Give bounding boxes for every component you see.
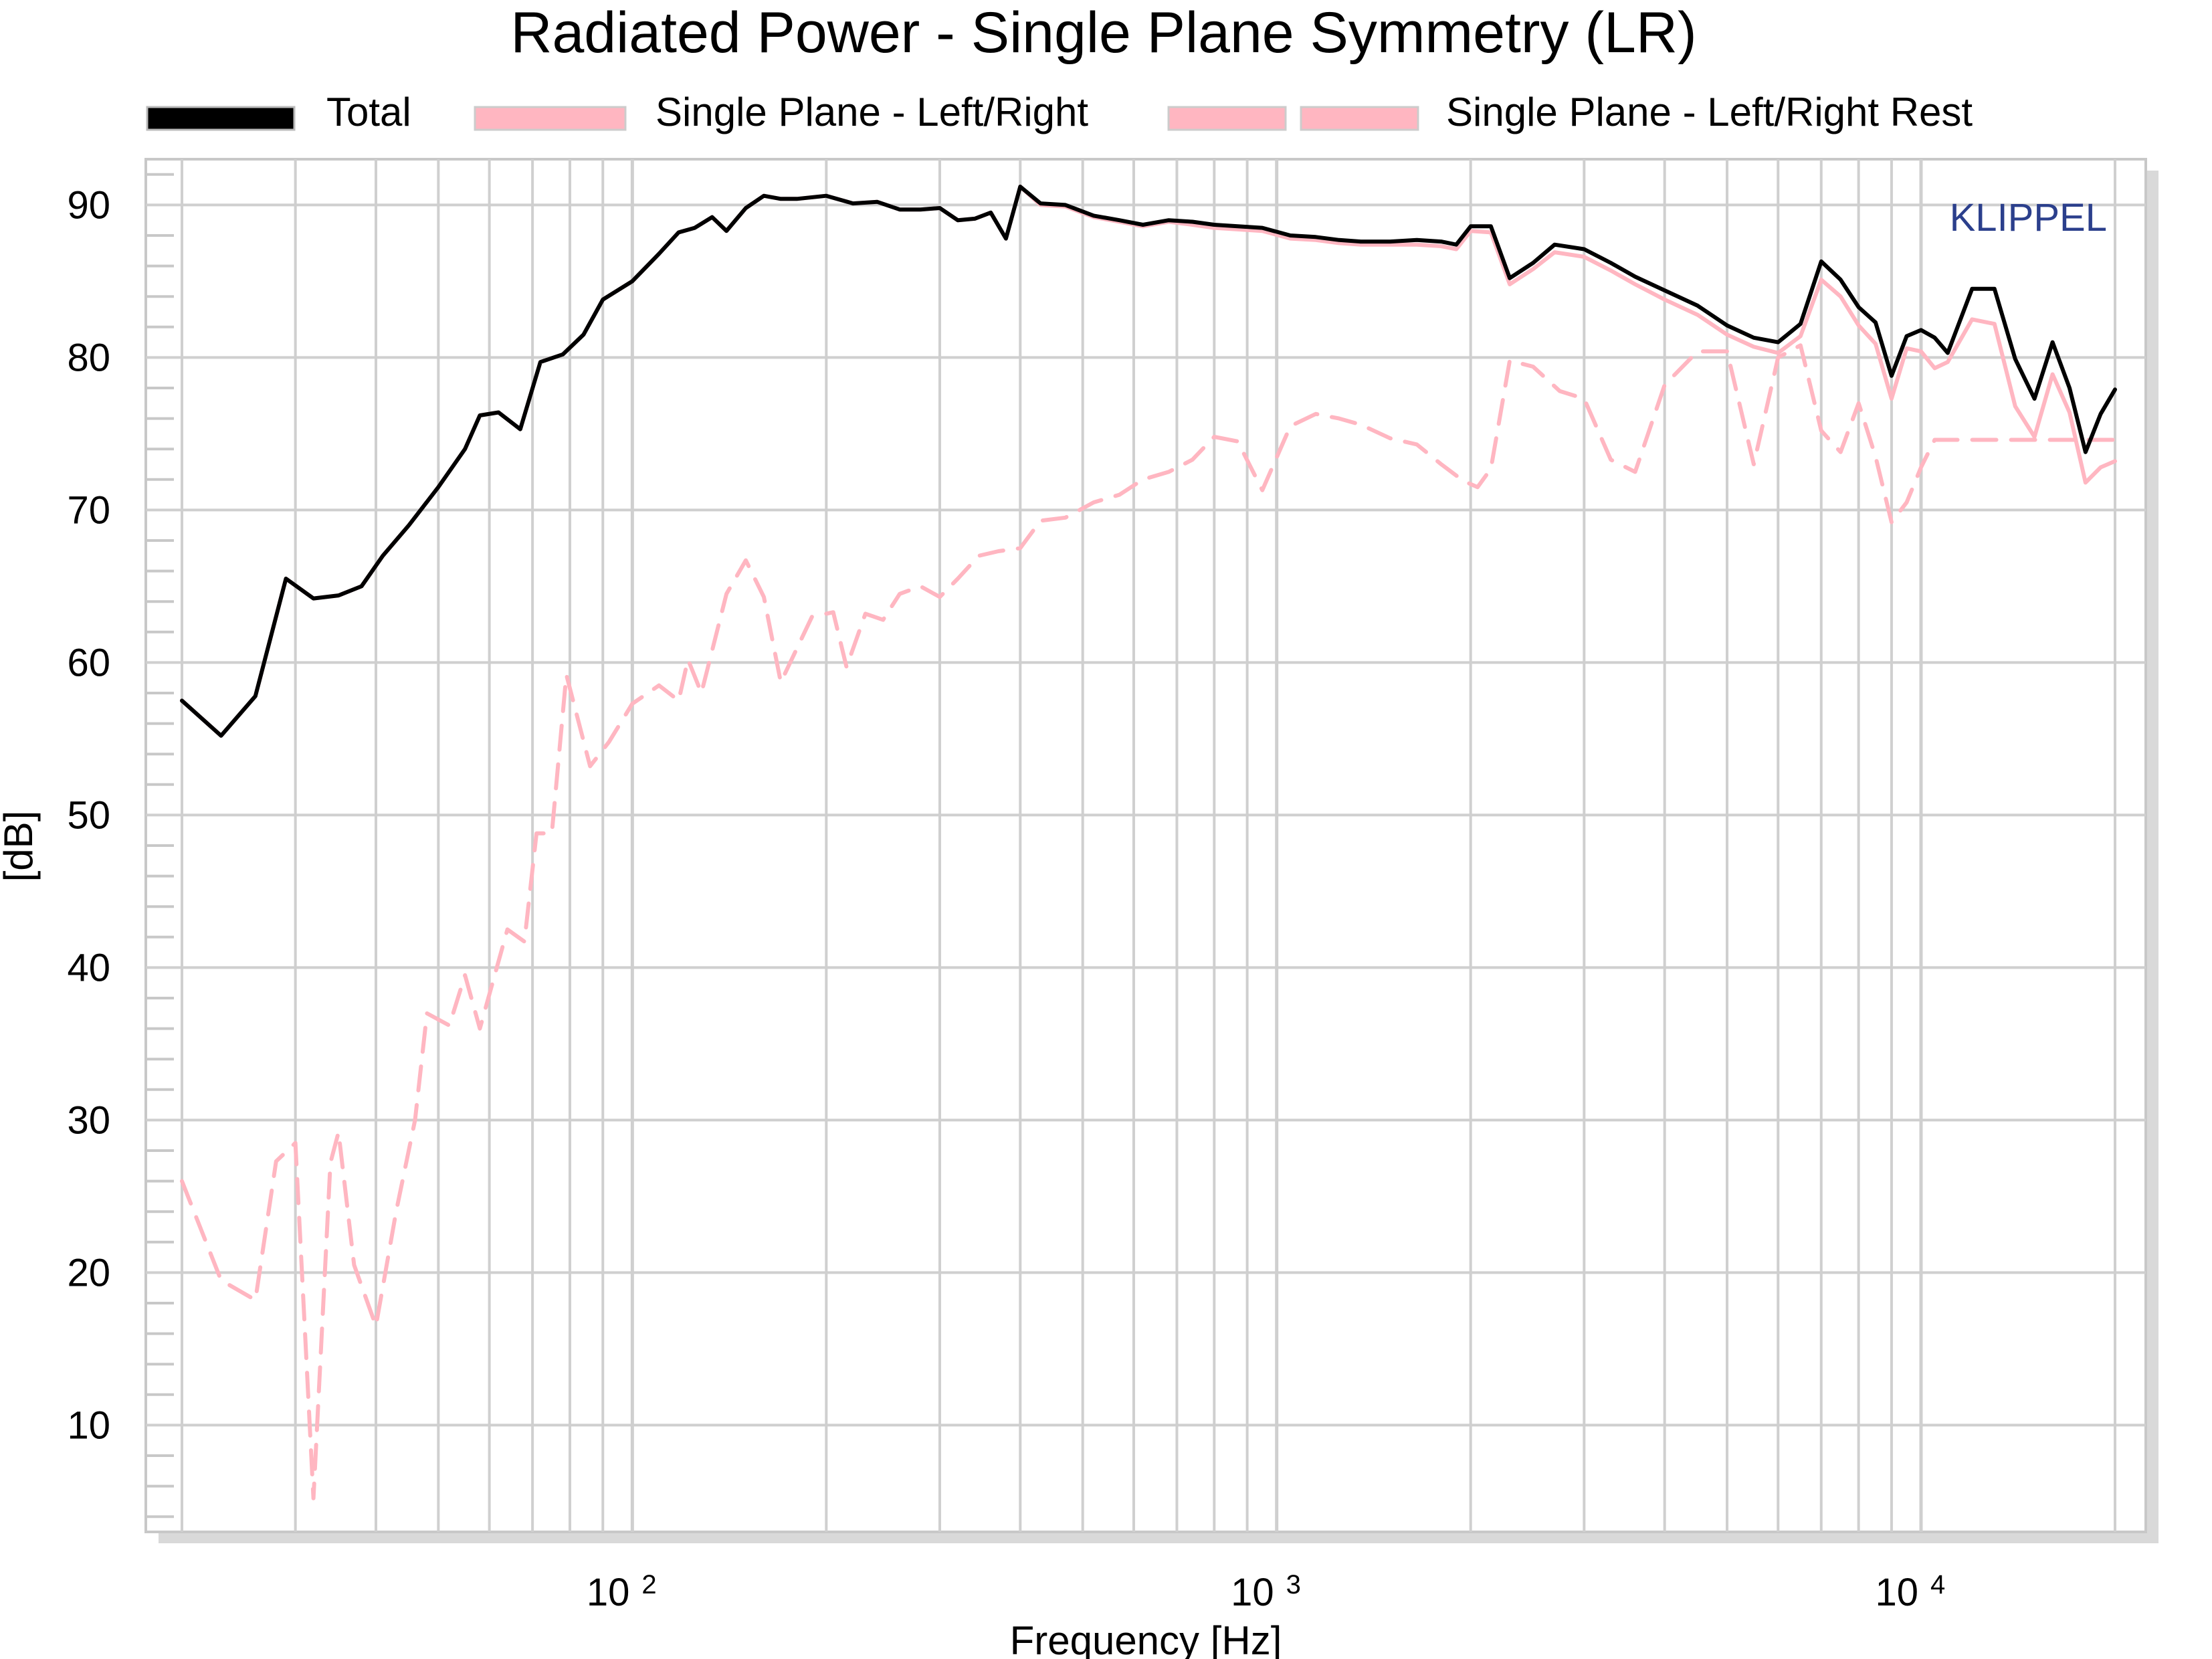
y-axis-label: [dB] xyxy=(0,811,41,882)
y-tick-label: 80 xyxy=(67,336,110,379)
legend-label-rest: Single Plane - Left/Right Rest xyxy=(1446,90,1973,134)
x-axis-ticks: 10 2 10 3 10 4 xyxy=(587,1570,1945,1614)
series-total-line xyxy=(180,185,2117,738)
legend-swatch-total xyxy=(146,106,296,131)
y-tick-label: 10 xyxy=(67,1403,110,1447)
x-axis-label: Frequency [Hz] xyxy=(1010,1618,1282,1659)
klippel-watermark: KLIPPEL xyxy=(1950,196,2107,239)
y-tick-label: 30 xyxy=(67,1098,110,1142)
x-tick-exponent: 2 xyxy=(641,1570,656,1599)
legend: Total Single Plane - Left/Right Single P… xyxy=(146,90,1973,134)
y-tick-label: 70 xyxy=(67,488,110,532)
x-tick-label: 10 xyxy=(587,1571,630,1614)
grid xyxy=(146,159,2146,1532)
legend-swatch-rest-b xyxy=(1300,106,1419,131)
legend-swatch-left-right xyxy=(474,106,627,131)
legend-swatch-rest-a xyxy=(1167,106,1287,131)
x-tick-exponent: 3 xyxy=(1286,1570,1301,1599)
plot-area xyxy=(144,158,2147,1533)
y-axis-ticks: 10 20 30 40 50 60 70 80 90 xyxy=(67,183,110,1447)
x-tick-label: 10 xyxy=(1875,1571,1918,1614)
x-tick-label: 10 xyxy=(1231,1571,1274,1614)
legend-label-left-right: Single Plane - Left/Right xyxy=(656,90,1088,134)
legend-label-total: Total xyxy=(326,90,411,134)
y-tick-label: 60 xyxy=(67,641,110,684)
x-tick-exponent: 4 xyxy=(1930,1570,1945,1599)
chart-title: Radiated Power - Single Plane Symmetry (… xyxy=(510,1,1696,65)
y-tick-label: 50 xyxy=(67,793,110,837)
y-tick-label: 20 xyxy=(67,1251,110,1294)
y-tick-label: 90 xyxy=(67,183,110,227)
series-layer xyxy=(180,185,2117,1500)
y-tick-label: 40 xyxy=(67,946,110,989)
